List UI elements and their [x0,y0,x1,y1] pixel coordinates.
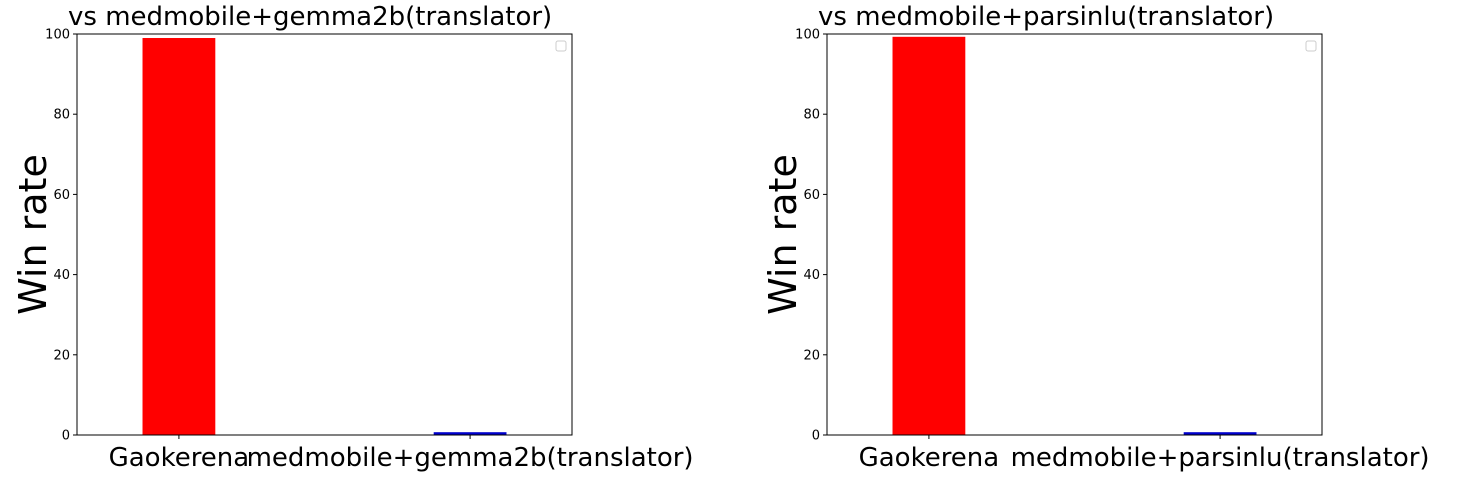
chart-left: 0 20 40 60 80 100 Gaokerenamedmobile+gemma2b(t… [11,2,694,473]
y-tick-label: 80 [53,108,70,123]
y-tick-label: 100 [45,28,70,43]
x-tick-label: medmobile+gemma2b(translator) [247,443,694,473]
y-tick-label: 60 [803,188,820,203]
axes-frame [826,33,1323,436]
x-tick-label: medmobile+parsinlu(translator) [1011,443,1430,473]
y-tick-label: 20 [53,348,70,363]
bar-baseline [1183,432,1257,435]
y-tick-label: 0 [812,429,820,444]
bar-gaokerena [892,36,966,435]
y-tick-label: 0 [62,429,70,444]
y-tick-label: 20 [803,348,820,363]
y-tick-label: 100 [795,28,820,43]
legend-box [1305,40,1317,52]
bar-baseline [433,432,507,435]
y-axis-label: Win rate [11,154,55,315]
y-tick-label: 80 [803,108,820,123]
y-tick-label: 60 [53,188,70,203]
axes-frame [76,33,573,436]
x-tick-label: Gaokerena [859,443,1000,473]
bar-gaokerena [142,38,216,435]
x-tick-label: Gaokerena [109,443,250,473]
y-tick-label: 40 [53,268,70,283]
chart-title: vs medmobile+parsinlu(translator) [818,2,1274,32]
y-axis-label: Win rate [761,154,805,315]
chart-title: vs medmobile+gemma2b(translator) [68,2,552,32]
y-tick-label: 40 [803,268,820,283]
legend-box [555,40,567,52]
chart-right: 0 20 40 60 80 100 Gaokerena medmobile+parsinlu(… [761,2,1430,473]
